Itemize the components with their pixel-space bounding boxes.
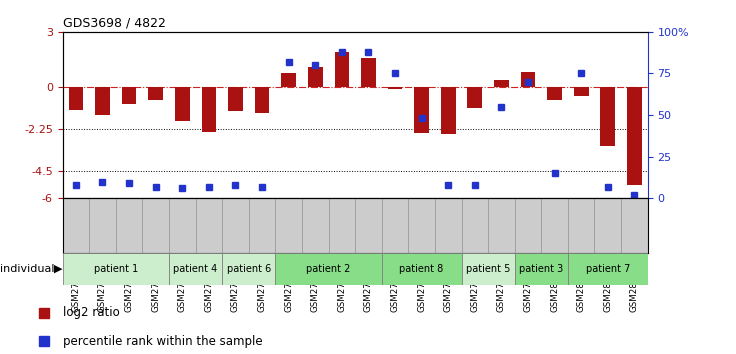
Bar [414,87,429,133]
Bar [175,87,190,121]
Text: patient 4: patient 4 [174,264,218,274]
Text: individual: individual [0,264,54,274]
Bar [568,253,648,285]
Bar [441,87,456,133]
Text: patient 6: patient 6 [227,264,271,274]
Bar [63,253,169,285]
Bar [222,253,275,285]
Bar [275,253,382,285]
Bar [461,253,514,285]
Bar [281,73,296,87]
Text: patient 7: patient 7 [586,264,630,274]
Bar [514,253,568,285]
Bar [467,87,482,108]
Text: patient 3: patient 3 [519,264,564,274]
Bar [548,87,562,100]
Bar [228,87,243,112]
Bar [388,87,403,89]
Bar [68,87,83,109]
Bar [149,87,163,100]
Bar [255,87,269,113]
Bar [574,87,589,96]
Bar [520,72,535,87]
Text: patient 1: patient 1 [93,264,138,274]
Bar [202,87,216,132]
Bar [494,80,509,87]
Text: patient 8: patient 8 [400,264,444,274]
Bar [308,67,322,87]
Text: log2 ratio: log2 ratio [63,306,119,319]
Text: GDS3698 / 4822: GDS3698 / 4822 [63,16,166,29]
Bar [169,253,222,285]
Text: ▶: ▶ [54,264,63,274]
Bar [121,87,136,104]
Bar [334,52,349,87]
Bar [382,253,461,285]
Bar [601,87,615,147]
Text: patient 2: patient 2 [306,264,351,274]
Bar [627,87,642,185]
Bar [95,87,110,115]
Text: patient 5: patient 5 [466,264,510,274]
Bar [361,58,376,87]
Text: percentile rank within the sample: percentile rank within the sample [63,335,262,348]
